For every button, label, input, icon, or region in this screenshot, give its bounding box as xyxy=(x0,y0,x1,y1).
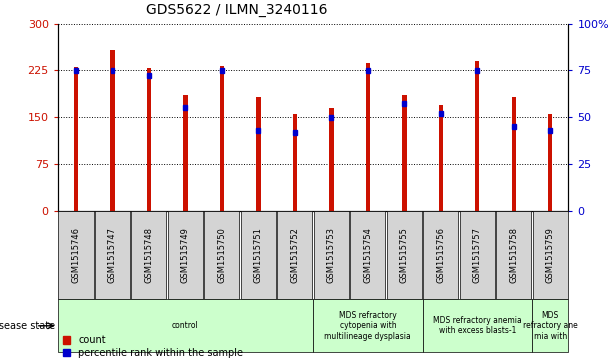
Bar xyxy=(439,111,443,116)
FancyBboxPatch shape xyxy=(168,211,203,299)
Text: control: control xyxy=(172,321,199,330)
Bar xyxy=(511,97,516,211)
Text: GSM1515752: GSM1515752 xyxy=(291,227,299,283)
FancyBboxPatch shape xyxy=(387,211,422,299)
Text: GSM1515753: GSM1515753 xyxy=(327,227,336,283)
Bar xyxy=(74,68,78,73)
FancyBboxPatch shape xyxy=(350,211,385,299)
FancyBboxPatch shape xyxy=(277,211,313,299)
Bar xyxy=(147,69,151,211)
FancyBboxPatch shape xyxy=(58,211,94,299)
Text: GSM1515757: GSM1515757 xyxy=(473,227,482,283)
Bar xyxy=(184,105,187,110)
Bar xyxy=(438,105,443,211)
Bar xyxy=(366,68,370,73)
Bar xyxy=(548,128,552,132)
FancyBboxPatch shape xyxy=(423,299,532,352)
FancyBboxPatch shape xyxy=(423,211,458,299)
Bar xyxy=(365,63,370,211)
Text: GSM1515754: GSM1515754 xyxy=(364,227,372,283)
Text: GSM1515746: GSM1515746 xyxy=(72,227,80,283)
Bar xyxy=(293,130,297,135)
FancyBboxPatch shape xyxy=(314,211,349,299)
Bar xyxy=(257,128,260,132)
Text: GSM1515747: GSM1515747 xyxy=(108,227,117,283)
Bar xyxy=(220,68,224,73)
Text: GSM1515750: GSM1515750 xyxy=(218,227,226,283)
Text: GSM1515758: GSM1515758 xyxy=(510,227,518,283)
Bar xyxy=(74,67,78,211)
FancyBboxPatch shape xyxy=(58,299,313,352)
FancyBboxPatch shape xyxy=(204,211,240,299)
FancyBboxPatch shape xyxy=(131,211,167,299)
Bar xyxy=(402,95,407,211)
FancyBboxPatch shape xyxy=(533,211,568,299)
Bar xyxy=(256,97,261,211)
Bar xyxy=(292,114,297,211)
Text: GSM1515748: GSM1515748 xyxy=(145,227,153,283)
Text: disease state: disease state xyxy=(0,321,55,331)
Text: GSM1515755: GSM1515755 xyxy=(400,227,409,283)
Text: GSM1515759: GSM1515759 xyxy=(546,227,554,283)
Bar xyxy=(512,124,516,129)
Bar xyxy=(330,115,333,119)
FancyBboxPatch shape xyxy=(241,211,276,299)
Bar xyxy=(475,61,480,211)
Bar xyxy=(110,50,115,211)
Text: GSM1515756: GSM1515756 xyxy=(437,227,445,283)
Bar xyxy=(475,68,479,73)
Bar xyxy=(329,108,334,211)
FancyBboxPatch shape xyxy=(95,211,130,299)
FancyBboxPatch shape xyxy=(532,299,568,352)
Text: MDS
refractory ane
mia with: MDS refractory ane mia with xyxy=(523,311,578,341)
Bar xyxy=(147,73,151,78)
Bar xyxy=(219,66,224,211)
Title: GDS5622 / ILMN_3240116: GDS5622 / ILMN_3240116 xyxy=(146,3,327,17)
Text: GSM1515751: GSM1515751 xyxy=(254,227,263,283)
Text: GSM1515749: GSM1515749 xyxy=(181,227,190,283)
Bar xyxy=(402,102,406,106)
FancyBboxPatch shape xyxy=(460,211,495,299)
Legend: count, percentile rank within the sample: count, percentile rank within the sample xyxy=(63,335,243,358)
FancyBboxPatch shape xyxy=(496,211,531,299)
Bar xyxy=(111,68,114,73)
Text: MDS refractory
cytopenia with
multilineage dysplasia: MDS refractory cytopenia with multilinea… xyxy=(325,311,411,341)
Bar xyxy=(183,95,188,211)
Text: MDS refractory anemia
with excess blasts-1: MDS refractory anemia with excess blasts… xyxy=(433,316,522,335)
Bar xyxy=(548,114,553,211)
FancyBboxPatch shape xyxy=(313,299,423,352)
